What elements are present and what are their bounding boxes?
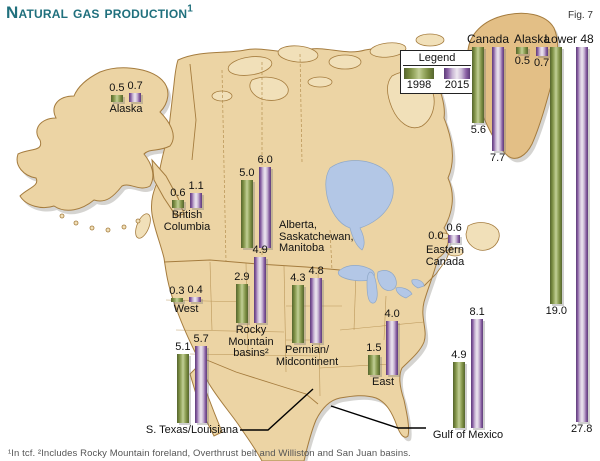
bar-1998: [171, 200, 184, 208]
bar-2015: [259, 167, 272, 248]
region-label-alaska-total: Alaska: [513, 32, 551, 46]
value-1998: 0.3: [169, 285, 185, 297]
leader-lines: [240, 388, 426, 431]
value-1998: 0.6: [170, 187, 186, 199]
value-2015: 6.0: [257, 154, 273, 166]
value-1998: 0.5: [514, 55, 530, 67]
legend-label-1998: 1998: [406, 79, 432, 91]
bar-2015: [448, 235, 461, 243]
value-2015: 4.9: [252, 244, 268, 256]
bargroup-alberta-saskatchewan-manitoba: 5.0 6.0: [196, 153, 316, 248]
legend: Legend 1998 2015: [400, 50, 474, 94]
value-2015: 4.0: [384, 308, 400, 320]
value-2015: 4.8: [308, 265, 324, 277]
value-2015: 5.7: [193, 333, 209, 345]
legend-swatch-2015: [444, 68, 470, 79]
bar-2015: [575, 47, 588, 422]
bar-1998: [452, 362, 465, 428]
region-label-lower-48: Lower 48: [544, 32, 594, 46]
legend-label-2015: 2015: [444, 79, 470, 91]
footnote: ¹In tcf. ²Includes Rocky Mountain forela…: [8, 448, 411, 459]
value-2015: 27.8: [571, 423, 593, 435]
value-1998: 0.0: [428, 230, 444, 242]
value-1998: 5.6: [470, 124, 486, 136]
title-footnote-marker: 1: [187, 3, 193, 15]
bargroup-permian-midcontinent: 4.3 4.8 Permian/ Midcontinent: [247, 264, 367, 368]
bargroup-s-texas-louisiana: 5.1 5.7 S. Texas/Louisiana: [132, 332, 252, 437]
page-title: Natural gas production1: [6, 3, 193, 22]
bar-1998: [472, 47, 485, 123]
region-label-s-texas-louisiana: S. Texas/Louisiana: [145, 424, 239, 436]
bar-1998: [240, 180, 253, 248]
bargroup-gulf-of-mexico: 4.9 8.1 Gulf of Mexico: [408, 305, 528, 442]
region-label-east: East: [371, 376, 394, 388]
region-label-alberta-saskatchewan-manitoba: Alberta, Saskatchewan, Manitoba: [279, 219, 354, 254]
bar-2015: [195, 346, 208, 423]
value-2015: 0.7: [127, 80, 143, 92]
bar-1998: [170, 298, 183, 302]
legend-item-2015: 2015: [444, 68, 470, 91]
region-label-permian-midcontinent: Permian/ Midcontinent: [275, 344, 339, 368]
region-label-alaska: Alaska: [109, 103, 143, 115]
bar-1998: [235, 284, 248, 323]
value-2015: 1.1: [188, 180, 204, 192]
region-label-british-columbia: British Columbia: [163, 209, 211, 233]
bargroup-east: 1.5 4.0 East: [323, 307, 443, 389]
bargroup-west: 0.3 0.4 West: [126, 283, 246, 316]
region-label-eastern-canada: Eastern Canada: [425, 244, 465, 268]
legend-item-1998: 1998: [404, 68, 434, 91]
bar-1998: [550, 47, 563, 304]
bar-1998: [367, 355, 380, 375]
value-1998: 2.9: [234, 271, 250, 283]
bargroup-alaska-map: 0.5 0.7 Alaska: [66, 79, 186, 116]
bar-1998: [176, 354, 189, 423]
value-1998: 0.5: [109, 82, 125, 94]
legend-swatch-1998: [404, 68, 434, 79]
bar-2015: [471, 319, 484, 428]
figure-number: Fig. 7: [567, 10, 593, 21]
legend-title: Legend: [403, 52, 471, 66]
value-1998: 5.0: [239, 167, 255, 179]
region-label-gulf-of-mexico: Gulf of Mexico: [432, 429, 504, 441]
bar-1998: [291, 285, 304, 343]
value-2015: 0.4: [187, 284, 203, 296]
value-2015: 7.7: [490, 152, 506, 164]
value-1998: 19.0: [545, 305, 567, 317]
bargroup-british-columbia: 0.6 1.1 British Columbia: [127, 179, 247, 233]
bar-2015: [310, 278, 323, 343]
bargroup-lower-48-total: Lower 48 19.0 27.8: [539, 32, 599, 436]
region-label-canada: Canada: [466, 32, 510, 46]
region-label-west: West: [173, 303, 199, 315]
value-1998: 5.1: [175, 341, 191, 353]
value-1998: 4.9: [451, 349, 467, 361]
leader-gulf-of-mexico: [330, 405, 426, 429]
value-1998: 4.3: [290, 272, 306, 284]
value-2015: 0.6: [446, 222, 462, 234]
bar-2015: [189, 297, 202, 302]
bar-1998: [516, 47, 529, 54]
value-2015: 0.7: [534, 57, 550, 69]
bargroup-canada-total: Canada 5.6 7.7: [458, 32, 518, 165]
value-2015: 8.1: [469, 306, 485, 318]
bargroup-eastern-canada: 0.0 0.6 Eastern Canada: [385, 221, 505, 268]
value-1998: 1.5: [366, 342, 382, 354]
bar-2015: [254, 257, 267, 323]
bar-2015: [129, 93, 142, 102]
bargroup-rocky-mountain-basins: 2.9 4.9 Rocky Mountain basins²: [191, 243, 311, 360]
bargroup-alaska-total: Alaska 0.5 0.7: [502, 32, 562, 70]
leader-s-texas-louisiana: [240, 388, 314, 431]
bar-2015: [190, 193, 203, 208]
bar-2015: [535, 47, 548, 56]
bar-2015: [491, 47, 504, 151]
bar-2015: [386, 321, 399, 375]
region-label-rocky-mountain-basins: Rocky Mountain basins²: [228, 324, 274, 359]
bar-1998: [110, 95, 123, 102]
